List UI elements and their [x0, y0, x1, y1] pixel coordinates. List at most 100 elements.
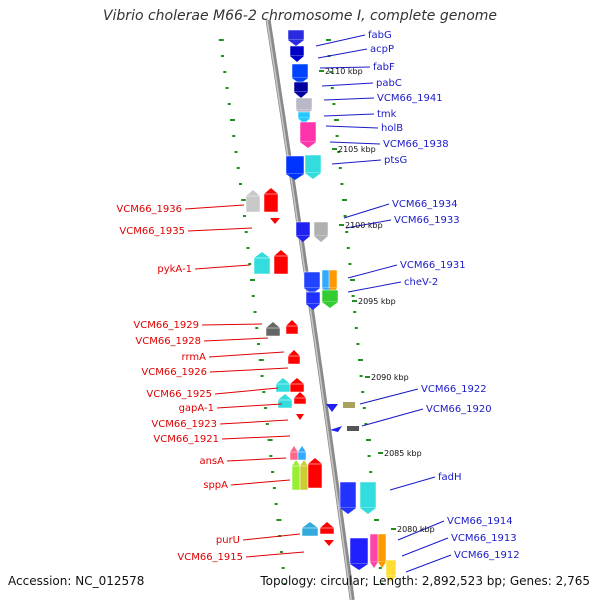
- forward-gene-arrowhead: [290, 56, 304, 62]
- gene-leader-line: [319, 66, 371, 69]
- forward-gene: [295, 97, 313, 111]
- gene-label: gapA-1: [179, 403, 214, 414]
- gene-leader-line: [201, 323, 263, 326]
- gene-leader-line: [187, 227, 253, 232]
- reverse-gene-arrowhead: [246, 190, 260, 196]
- gene-label: pykA-1: [157, 264, 192, 275]
- forward-gene-arrowhead: [296, 236, 310, 242]
- label-layer: 2110 kbp 2105 kbp 2100 kbp 2095 kbp 2090 kbp…: [116, 30, 519, 563]
- forward-gene-arrowhead: [322, 302, 338, 308]
- reverse-gene-arrowhead: [288, 350, 300, 356]
- gene-label: VCM66_1938: [383, 139, 449, 150]
- accession-text: Accession: NC_012578: [8, 574, 145, 588]
- gene-leader-line: [194, 264, 251, 270]
- reverse-gene-arrowhead: [290, 378, 304, 384]
- forward-gene: [291, 63, 309, 79]
- gene-leader-line: [401, 537, 449, 557]
- reverse-gene: [297, 451, 307, 461]
- reverse-gene-arrowhead: [302, 522, 318, 528]
- forward-gene-arrowhead: [300, 142, 316, 148]
- gene-label: VCM66_1915: [177, 552, 243, 563]
- reverse-gene: [245, 195, 261, 213]
- gene-leader-line: [317, 48, 368, 59]
- gene-label: VCM66_1921: [153, 434, 219, 445]
- forward-gene-arrowhead: [340, 508, 356, 514]
- gene-label: VCM66_1925: [146, 389, 212, 400]
- forward-gene: [377, 533, 387, 563]
- reverse-gene: [307, 463, 323, 489]
- reverse-gene-arrowhead: [308, 458, 322, 464]
- forward-gene-arrowhead: [370, 562, 378, 568]
- gene-leader-line: [389, 476, 436, 491]
- gene-leader-line: [216, 403, 283, 409]
- forward-gene: [349, 537, 369, 565]
- forward-gene: [304, 154, 322, 174]
- gene-leader-line: [208, 351, 285, 358]
- gene-leader-line: [359, 388, 419, 405]
- forward-gene-arrowhead: [378, 562, 386, 568]
- gene-label: sppA: [203, 480, 228, 491]
- gene-label: VCM66_1931: [400, 260, 466, 271]
- reverse-gene-arrowhead: [300, 460, 308, 466]
- gene-leader-line: [245, 551, 305, 558]
- gene-label: VCM66_1933: [394, 215, 460, 226]
- reverse-gene: [324, 540, 334, 546]
- gene-label: VCM66_1934: [392, 199, 458, 210]
- forward-gene: [289, 45, 305, 57]
- reverse-gene: [285, 325, 299, 335]
- scale-label: 2095 kbp: [358, 297, 396, 306]
- gene-label: VCM66_1913: [451, 533, 517, 544]
- gene-layer: [245, 29, 397, 582]
- reverse-gene: [299, 465, 309, 491]
- forward-gene: [305, 291, 321, 305]
- reverse-gene: [263, 193, 279, 213]
- gene-leader-line: [347, 281, 402, 293]
- gene-leader-line: [343, 203, 390, 219]
- gene-label: cheV-2: [404, 277, 438, 288]
- forward-gene-arrowhead: [304, 288, 320, 294]
- gene-leader-line: [331, 159, 382, 165]
- scale-label: 2110 kbp: [325, 67, 363, 76]
- gene-label: VCM66_1923: [151, 419, 217, 430]
- forward-gene: [303, 271, 321, 289]
- reverse-gene: [275, 383, 291, 393]
- forward-gene: [330, 426, 342, 432]
- reverse-gene-arrowhead: [290, 446, 298, 452]
- gene-leader-line: [329, 141, 381, 145]
- gene-label: tmk: [377, 109, 397, 120]
- reverse-gene: [296, 414, 304, 420]
- forward-gene-arrowhead: [286, 174, 304, 180]
- gene-leader-line: [230, 479, 291, 486]
- gene-label: ptsG: [384, 155, 407, 166]
- gene-label: VCM66_1928: [135, 336, 201, 347]
- forward-gene: [313, 221, 329, 237]
- forward-gene: [293, 81, 309, 93]
- topology-summary: Topology: circular; Length: 2,892,523 bp…: [260, 574, 590, 588]
- forward-gene-arrowhead: [305, 173, 321, 179]
- reverse-gene: [301, 527, 319, 537]
- reverse-gene: [253, 257, 271, 275]
- forward-gene-arrowhead: [314, 236, 328, 242]
- gene-leader-line: [214, 387, 279, 395]
- forward-gene: [287, 29, 305, 41]
- map-title: Vibrio cholerae M66-2 chromosome I, comp…: [102, 8, 498, 24]
- scale-label: 2090 kbp: [371, 373, 409, 382]
- reverse-gene: [293, 397, 307, 405]
- reverse-gene-arrowhead: [254, 252, 270, 258]
- reverse-gene: [289, 451, 299, 461]
- reverse-gene: [291, 465, 301, 491]
- gene-label: fabF: [373, 62, 395, 73]
- forward-gene-arrowhead: [360, 508, 376, 514]
- gene-label: acpP: [370, 44, 394, 55]
- gene-label: VCM66_1941: [377, 93, 443, 104]
- gene-leader-line: [321, 82, 374, 87]
- gene-label: fabG: [368, 30, 392, 41]
- backbone-strand: [265, 19, 355, 600]
- reverse-gene-arrowhead: [320, 522, 334, 528]
- reverse-gene: [319, 527, 335, 535]
- gene-leader-line: [361, 408, 424, 427]
- reverse-gene-arrowhead: [264, 188, 278, 194]
- forward-gene: [326, 404, 338, 412]
- gene-leader-line: [323, 97, 375, 101]
